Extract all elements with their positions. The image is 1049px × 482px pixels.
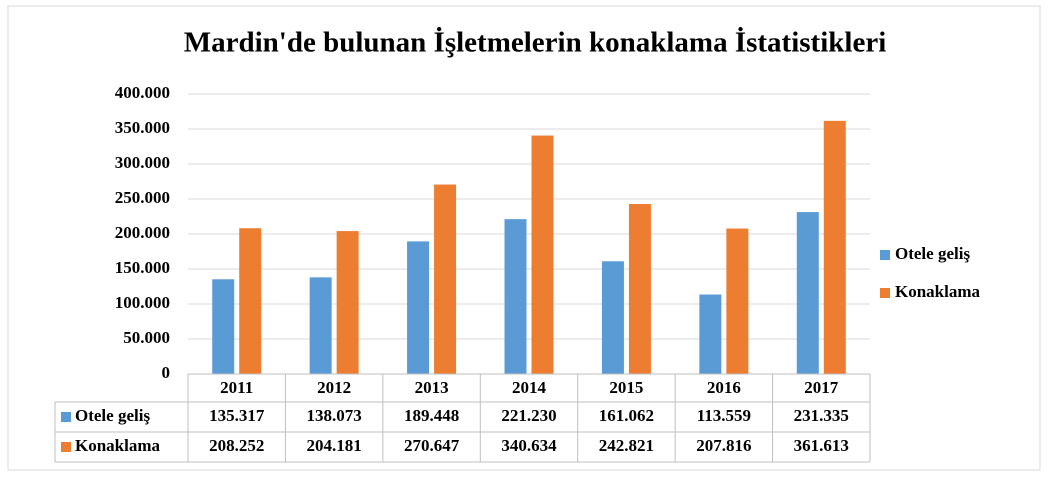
bar [796, 212, 819, 374]
bar [601, 261, 624, 374]
legend-label: Otele geliş [895, 244, 970, 263]
bar [239, 228, 262, 374]
x-tick-label: 2013 [415, 378, 449, 397]
y-tick-label: 50.000 [123, 328, 170, 347]
legend-key [880, 250, 890, 260]
y-tick-label: 200.000 [115, 223, 170, 242]
table-value: 113.559 [697, 406, 751, 425]
table-value: 242.821 [599, 436, 654, 455]
table-series-name: Otele geliş [75, 406, 150, 425]
table-value: 189.448 [404, 406, 459, 425]
table-value: 138.073 [307, 406, 362, 425]
bar [823, 120, 846, 374]
bar [212, 279, 235, 374]
bar [407, 241, 430, 374]
bar [309, 277, 332, 374]
chart-title: Mardin'de bulunan İşletmelerin konaklama… [184, 26, 887, 59]
y-tick-label: 0 [162, 363, 171, 382]
table-value: 135.317 [209, 406, 265, 425]
y-tick-label: 250.000 [115, 188, 170, 207]
bar [531, 135, 554, 374]
y-tick-label: 150.000 [115, 258, 170, 277]
table-value: 270.647 [404, 436, 460, 455]
legend-label: Konaklama [895, 282, 981, 301]
y-tick-label: 300.000 [115, 153, 170, 172]
y-tick-label: 400.000 [115, 83, 170, 102]
table-value: 161.062 [599, 406, 654, 425]
bar [628, 204, 651, 374]
legend-key [880, 288, 890, 298]
bar [699, 294, 722, 374]
table-value: 208.252 [209, 436, 264, 455]
bar [434, 184, 457, 374]
table-legend-key [61, 442, 71, 452]
table-series-name: Konaklama [75, 436, 161, 455]
x-tick-label: 2016 [707, 378, 741, 397]
y-tick-label: 100.000 [115, 293, 170, 312]
x-tick-label: 2012 [317, 378, 351, 397]
x-tick-label: 2017 [804, 378, 839, 397]
table-value: 361.613 [794, 436, 849, 455]
bar [726, 228, 749, 374]
table-value: 204.181 [307, 436, 362, 455]
table-value: 207.816 [696, 436, 751, 455]
bar [336, 231, 359, 374]
table-value: 231.335 [794, 406, 849, 425]
x-tick-label: 2014 [512, 378, 547, 397]
y-tick-label: 350.000 [115, 118, 170, 137]
x-tick-label: 2015 [609, 378, 643, 397]
table-legend-key [61, 412, 71, 422]
bar [504, 219, 527, 374]
x-tick-label: 2011 [220, 378, 253, 397]
table-value: 221.230 [501, 406, 556, 425]
table-value: 340.634 [501, 436, 557, 455]
